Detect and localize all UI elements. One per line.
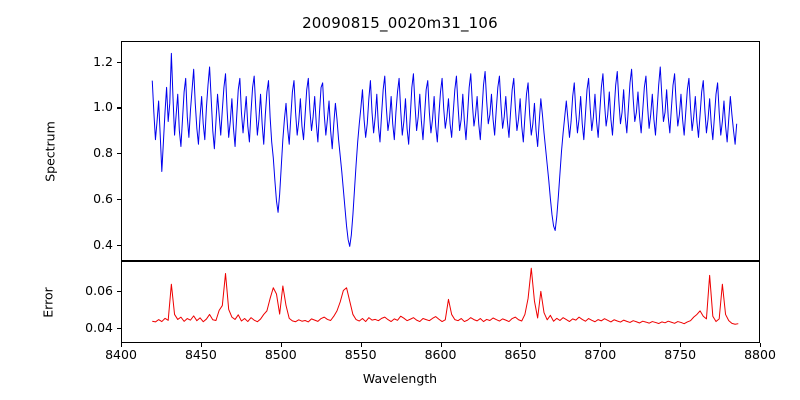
error-plot-area — [121, 261, 760, 343]
x-tick-label: 8800 — [744, 347, 776, 362]
x-tick-mark — [440, 343, 442, 347]
x-tick-mark — [360, 343, 362, 347]
x-tick-mark — [760, 343, 762, 347]
x-tick-mark — [200, 343, 202, 347]
x-tick-label: 8600 — [424, 347, 457, 362]
spectrum-y-tick-label: 0.6 — [93, 191, 113, 207]
x-tick-mark — [600, 343, 602, 347]
x-tick-label: 8700 — [584, 347, 617, 362]
spectrum-y-tick-label: 1.0 — [93, 99, 113, 115]
x-tick-label: 8550 — [344, 347, 377, 362]
spectrum-y-tick-mark — [117, 199, 121, 201]
x-tick-mark — [680, 343, 682, 347]
spectrum-y-tick-mark — [117, 61, 121, 63]
x-tick-mark — [121, 343, 123, 347]
error-y-tick-label: 0.04 — [85, 319, 113, 335]
spectrum-y-tick-label: 1.2 — [93, 53, 113, 69]
x-tick-label: 8400 — [105, 347, 137, 362]
x-axis-label: Wavelength — [362, 371, 438, 386]
spectrum-plot-area — [121, 41, 760, 261]
error-y-tick-label: 0.06 — [85, 283, 113, 299]
x-tick-mark — [280, 343, 282, 347]
spectrum-y-tick-label: 0.4 — [93, 236, 113, 252]
spectrum-y-tick-mark — [117, 107, 121, 109]
spectrum-line-chart — [122, 42, 759, 260]
error-y-tick-mark — [117, 327, 121, 329]
x-tick-mark — [520, 343, 522, 347]
x-tick-label: 8500 — [264, 347, 297, 362]
error-y-tick-mark — [117, 291, 121, 293]
page-title: 20090815_0020m31_106 — [302, 14, 498, 32]
x-tick-label: 8750 — [664, 347, 697, 362]
spectrum-y-axis-label: Spectrum — [42, 121, 58, 182]
spectrum-y-tick-mark — [117, 153, 121, 155]
x-tick-label: 8650 — [504, 347, 537, 362]
error-line-chart — [122, 262, 759, 342]
spectrum-y-tick-label: 0.8 — [93, 145, 113, 161]
error-y-axis-label: Error — [40, 287, 56, 318]
spectrum-y-tick-mark — [117, 244, 121, 247]
x-tick-label: 8450 — [184, 347, 217, 362]
